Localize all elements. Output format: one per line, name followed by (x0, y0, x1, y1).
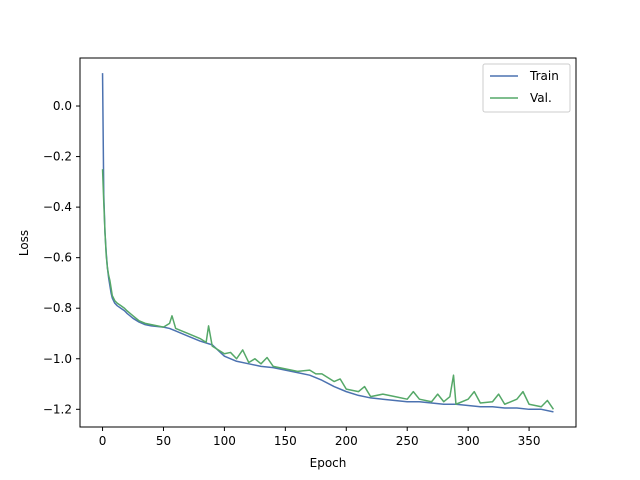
x-axis-label: Epoch (310, 456, 347, 470)
x-tick-label: 250 (396, 434, 419, 448)
y-tick-label: −1.0 (43, 352, 72, 366)
y-tick-label: −0.6 (43, 251, 72, 265)
x-tick-label: 100 (213, 434, 236, 448)
y-tick-label: 0.0 (53, 99, 72, 113)
x-tick-label: 200 (335, 434, 358, 448)
x-tick-label: 300 (457, 434, 480, 448)
x-axis-ticks: 0 50 100 150 200 250 300 350 (99, 427, 541, 448)
y-tick-label: −0.8 (43, 301, 72, 315)
x-tick-label: 0 (99, 434, 107, 448)
x-tick-label: 150 (274, 434, 297, 448)
y-axis-label: Loss (17, 230, 31, 256)
legend-label-train: Train (529, 69, 559, 83)
legend-label-val: Val. (530, 91, 552, 105)
x-tick-label: 350 (518, 434, 541, 448)
y-tick-label: −1.2 (43, 402, 72, 416)
y-tick-label: −0.4 (43, 200, 72, 214)
series-line-train (101, 73, 554, 413)
series-line-val (101, 169, 555, 410)
y-tick-label: −0.2 (43, 150, 72, 164)
x-tick-label: 50 (156, 434, 171, 448)
y-axis-ticks: 0.0 −0.2 −0.4 −0.6 −0.8 −1.0 −1.2 (43, 99, 80, 416)
plot-lines (101, 73, 555, 413)
legend: Train Val. (482, 63, 571, 113)
plot-frame (79, 57, 577, 428)
